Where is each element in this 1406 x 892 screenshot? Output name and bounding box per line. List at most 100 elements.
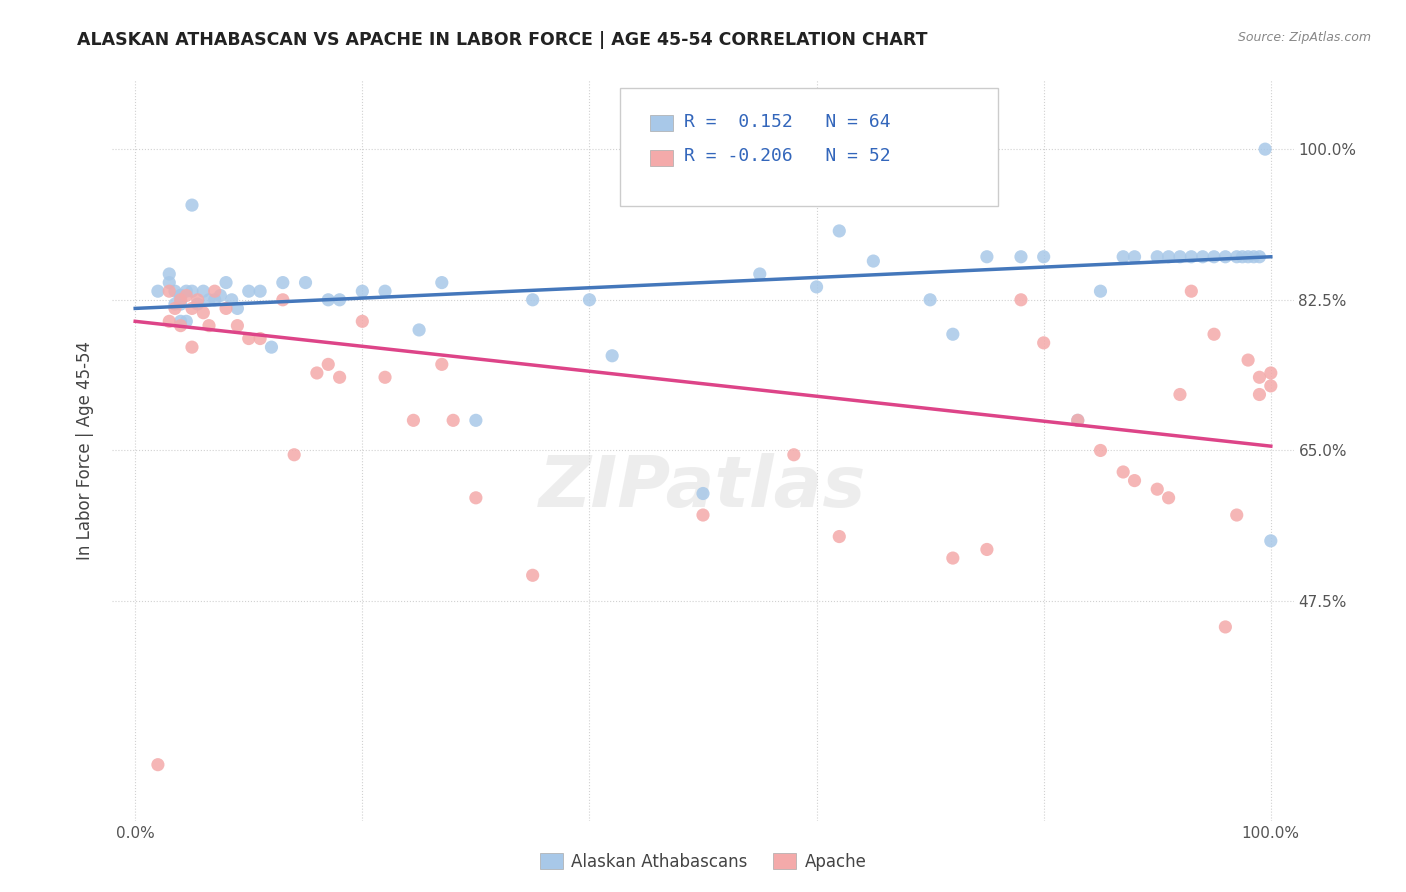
Point — [430, 276, 453, 290]
Point — [181, 284, 204, 298]
Point — [1202, 327, 1225, 342]
Point — [204, 293, 226, 307]
Point — [1249, 250, 1271, 264]
Point — [193, 284, 215, 298]
Point — [1249, 370, 1271, 384]
Point — [163, 301, 186, 316]
Point — [976, 250, 998, 264]
Point — [1090, 443, 1112, 458]
Point — [1032, 335, 1054, 350]
Point — [157, 314, 180, 328]
Point — [221, 293, 243, 307]
Point — [181, 301, 204, 316]
Point — [942, 551, 965, 566]
Point — [271, 293, 294, 307]
Point — [1215, 250, 1237, 264]
Point — [408, 323, 430, 337]
Point — [692, 486, 714, 500]
Point — [249, 332, 271, 346]
Point — [600, 349, 623, 363]
Point — [1146, 482, 1168, 496]
Point — [942, 327, 965, 342]
Point — [169, 288, 191, 302]
Point — [1112, 465, 1135, 479]
Point — [1260, 366, 1282, 380]
Point — [862, 254, 884, 268]
Point — [578, 293, 600, 307]
Point — [920, 293, 942, 307]
Point — [352, 284, 374, 298]
Point — [1168, 387, 1191, 401]
Point — [1260, 379, 1282, 393]
Point — [215, 301, 238, 316]
Point — [1249, 387, 1271, 401]
Text: R =  0.152   N = 64: R = 0.152 N = 64 — [683, 112, 890, 130]
Point — [1237, 353, 1260, 368]
FancyBboxPatch shape — [650, 115, 673, 131]
Point — [157, 284, 180, 298]
Point — [193, 306, 215, 320]
Point — [464, 491, 486, 505]
Point — [1191, 250, 1213, 264]
Point — [976, 542, 998, 557]
Point — [174, 284, 197, 298]
Point — [163, 284, 186, 298]
FancyBboxPatch shape — [620, 87, 998, 206]
Point — [402, 413, 425, 427]
Point — [316, 357, 339, 371]
Point — [1010, 250, 1032, 264]
Point — [169, 297, 191, 311]
Point — [169, 314, 191, 328]
Point — [1226, 508, 1249, 522]
Point — [174, 314, 197, 328]
Point — [374, 284, 396, 298]
Point — [187, 297, 209, 311]
Point — [329, 293, 352, 307]
Point — [1157, 250, 1180, 264]
Point — [441, 413, 464, 427]
Point — [226, 318, 249, 333]
Point — [198, 293, 221, 307]
Point — [828, 530, 851, 544]
Text: Source: ZipAtlas.com: Source: ZipAtlas.com — [1237, 31, 1371, 45]
Point — [748, 267, 770, 281]
Point — [169, 288, 191, 302]
Text: R = -0.206   N = 52: R = -0.206 N = 52 — [683, 147, 890, 165]
Point — [169, 293, 191, 307]
Point — [352, 314, 374, 328]
Point — [1146, 250, 1168, 264]
Point — [1237, 250, 1260, 264]
Point — [329, 370, 352, 384]
Point — [828, 224, 851, 238]
Point — [181, 340, 204, 354]
Point — [238, 332, 260, 346]
FancyBboxPatch shape — [650, 150, 673, 166]
Point — [174, 288, 197, 302]
Point — [1180, 250, 1202, 264]
Point — [181, 198, 204, 212]
Point — [260, 340, 283, 354]
Point — [1157, 491, 1180, 505]
Point — [1032, 250, 1054, 264]
Point — [1168, 250, 1191, 264]
Point — [783, 448, 806, 462]
Point — [430, 357, 453, 371]
Point — [146, 757, 169, 772]
Text: ALASKAN ATHABASCAN VS APACHE IN LABOR FORCE | AGE 45-54 CORRELATION CHART: ALASKAN ATHABASCAN VS APACHE IN LABOR FO… — [77, 31, 928, 49]
Point — [1090, 284, 1112, 298]
Point — [1067, 413, 1090, 427]
Point — [1243, 250, 1265, 264]
Point — [1067, 413, 1090, 427]
Legend: Alaskan Athabascans, Apache: Alaskan Athabascans, Apache — [531, 844, 875, 879]
Point — [1260, 533, 1282, 548]
Point — [1226, 250, 1249, 264]
Point — [204, 284, 226, 298]
Point — [294, 276, 316, 290]
Point — [238, 284, 260, 298]
Point — [198, 318, 221, 333]
Point — [146, 284, 169, 298]
Point — [1202, 250, 1225, 264]
Point — [374, 370, 396, 384]
Y-axis label: In Labor Force | Age 45-54: In Labor Force | Age 45-54 — [76, 341, 94, 560]
Point — [157, 276, 180, 290]
